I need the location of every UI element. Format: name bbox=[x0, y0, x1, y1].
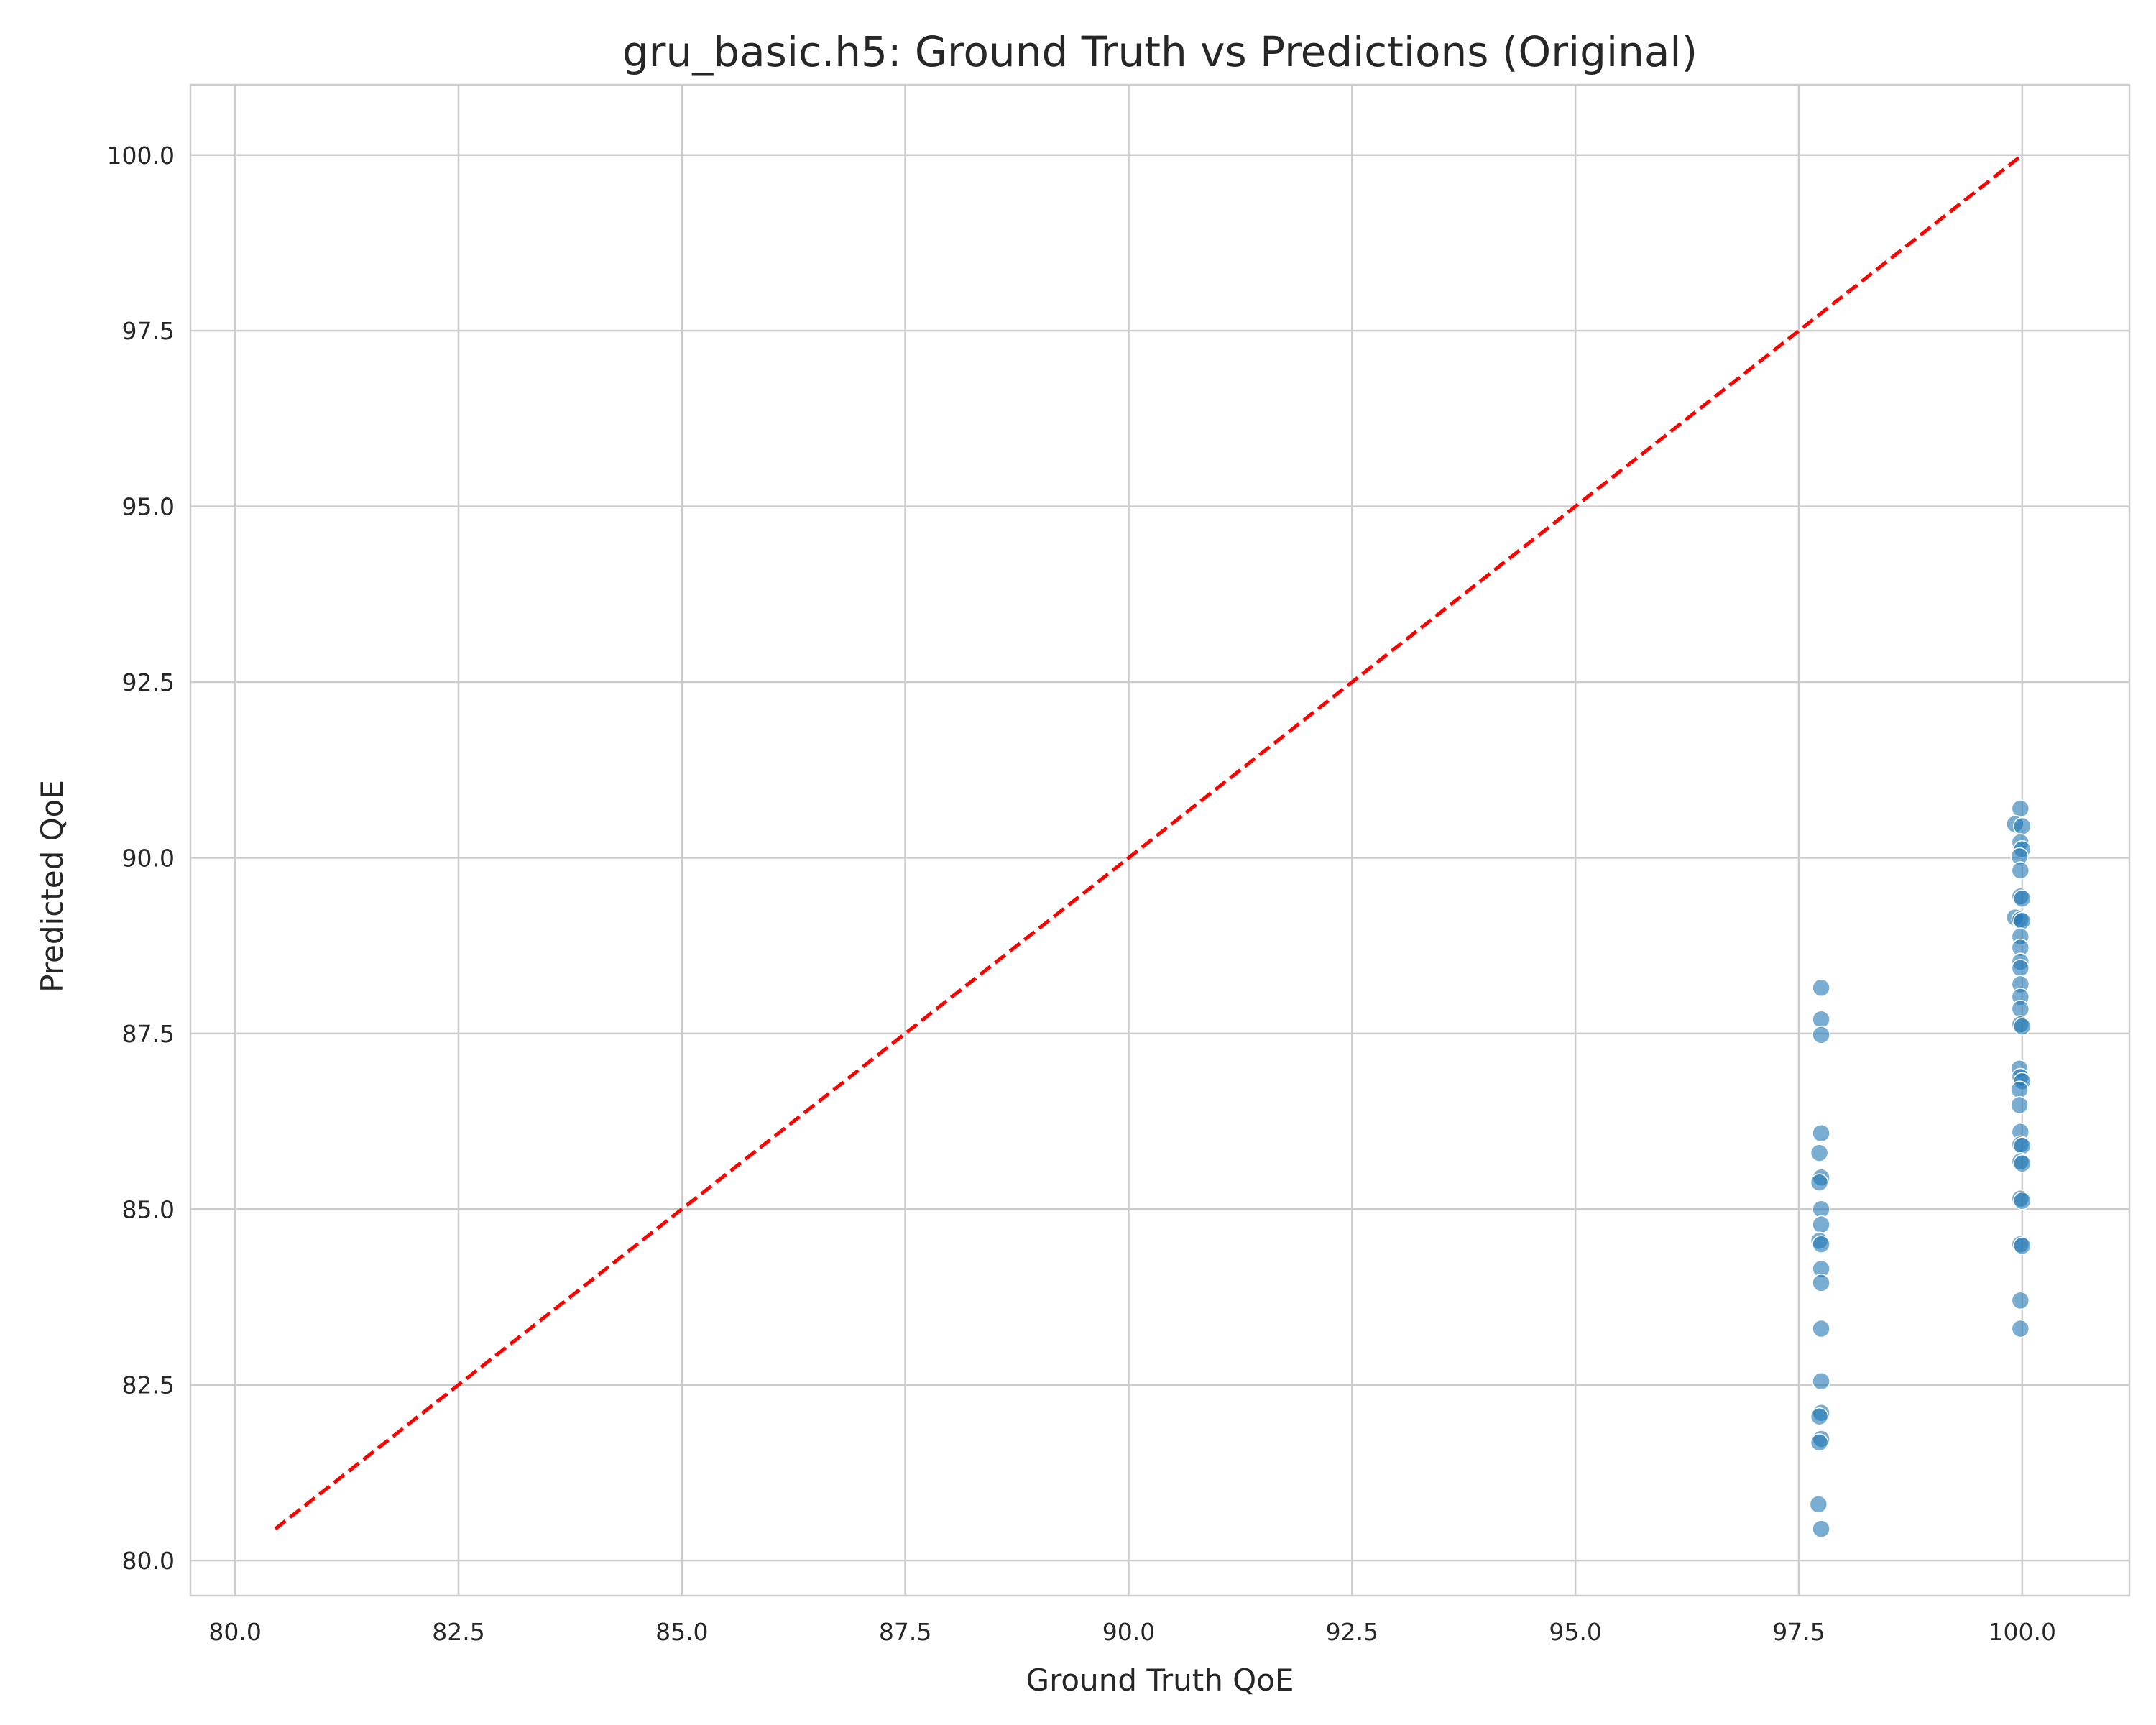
x-tick-label: 97.5 bbox=[1772, 1618, 1825, 1646]
data-point bbox=[1810, 1173, 1829, 1192]
data-point bbox=[2011, 799, 2030, 818]
data-point bbox=[1810, 1407, 1829, 1426]
data-point bbox=[2013, 816, 2032, 836]
data-point bbox=[2013, 1136, 2032, 1156]
data-point bbox=[2013, 911, 2032, 931]
y-tick-label: 90.0 bbox=[122, 844, 175, 872]
data-point bbox=[1812, 1274, 1830, 1292]
plot-frame bbox=[189, 83, 2131, 1597]
data-point bbox=[2011, 1291, 2030, 1310]
x-tick-label: 80.0 bbox=[208, 1618, 261, 1646]
data-point bbox=[2013, 1236, 2032, 1255]
x-tick-label: 92.5 bbox=[1326, 1618, 1378, 1646]
x-tick-label: 87.5 bbox=[879, 1618, 931, 1646]
reference-line bbox=[274, 153, 2024, 1531]
x-tick-label: 90.0 bbox=[1102, 1618, 1155, 1646]
data-point bbox=[1812, 1200, 1830, 1219]
data-point bbox=[2010, 1080, 2029, 1099]
y-tick-label: 92.5 bbox=[122, 668, 175, 696]
reference-line-layer bbox=[274, 153, 2024, 1531]
data-point bbox=[1812, 978, 1830, 998]
y-tick-label: 95.0 bbox=[122, 493, 175, 521]
x-tick-label: 100.0 bbox=[1989, 1618, 2056, 1646]
data-point bbox=[1812, 1123, 1830, 1143]
y-tick-label: 100.0 bbox=[107, 142, 175, 170]
data-point bbox=[2013, 1191, 2032, 1210]
y-tick-label: 87.5 bbox=[122, 1020, 175, 1048]
data-point bbox=[1812, 1010, 1830, 1029]
y-tick-label: 85.0 bbox=[122, 1195, 175, 1223]
data-point bbox=[2013, 1154, 2032, 1173]
x-tick-label: 95.0 bbox=[1549, 1618, 1601, 1646]
data-point bbox=[1812, 1519, 1830, 1538]
data-point bbox=[2011, 959, 2030, 978]
grid bbox=[190, 85, 2129, 1596]
data-point bbox=[1812, 1026, 1830, 1044]
data-point bbox=[2013, 1017, 2032, 1036]
data-point bbox=[1810, 1433, 1829, 1452]
data-point bbox=[1812, 1235, 1830, 1254]
data-point bbox=[1810, 1144, 1829, 1162]
data-point bbox=[1809, 1495, 1828, 1514]
data-point bbox=[1812, 1319, 1830, 1338]
data-point bbox=[2011, 1319, 2030, 1338]
data-point bbox=[2011, 861, 2030, 880]
points-layer bbox=[1809, 799, 2032, 1538]
data-point bbox=[2011, 999, 2030, 1018]
y-tick-label: 80.0 bbox=[122, 1547, 175, 1575]
x-axis-label: Ground Truth QoE bbox=[1026, 1662, 1294, 1698]
data-point bbox=[2010, 1095, 2029, 1115]
data-point bbox=[1812, 1215, 1830, 1234]
chart-title: gru_basic.h5: Ground Truth vs Prediction… bbox=[622, 27, 1697, 76]
y-tick-label: 97.5 bbox=[122, 317, 175, 345]
y-tick-label: 82.5 bbox=[122, 1371, 175, 1399]
x-tick-label: 85.0 bbox=[655, 1618, 708, 1646]
y-axis-label: Predicted QoE bbox=[34, 780, 70, 993]
y-tick-labels: 80.0 82.5 85.0 87.5 90.0 92.5 95.0 97.5 100.0 bbox=[107, 142, 175, 1575]
x-tick-labels: 80.0 82.5 85.0 87.5 90.0 92.5 95.0 97.5 100.0 bbox=[208, 1618, 2056, 1646]
data-point bbox=[2013, 889, 2032, 908]
x-tick-label: 82.5 bbox=[432, 1618, 484, 1646]
data-point bbox=[1812, 1372, 1830, 1391]
